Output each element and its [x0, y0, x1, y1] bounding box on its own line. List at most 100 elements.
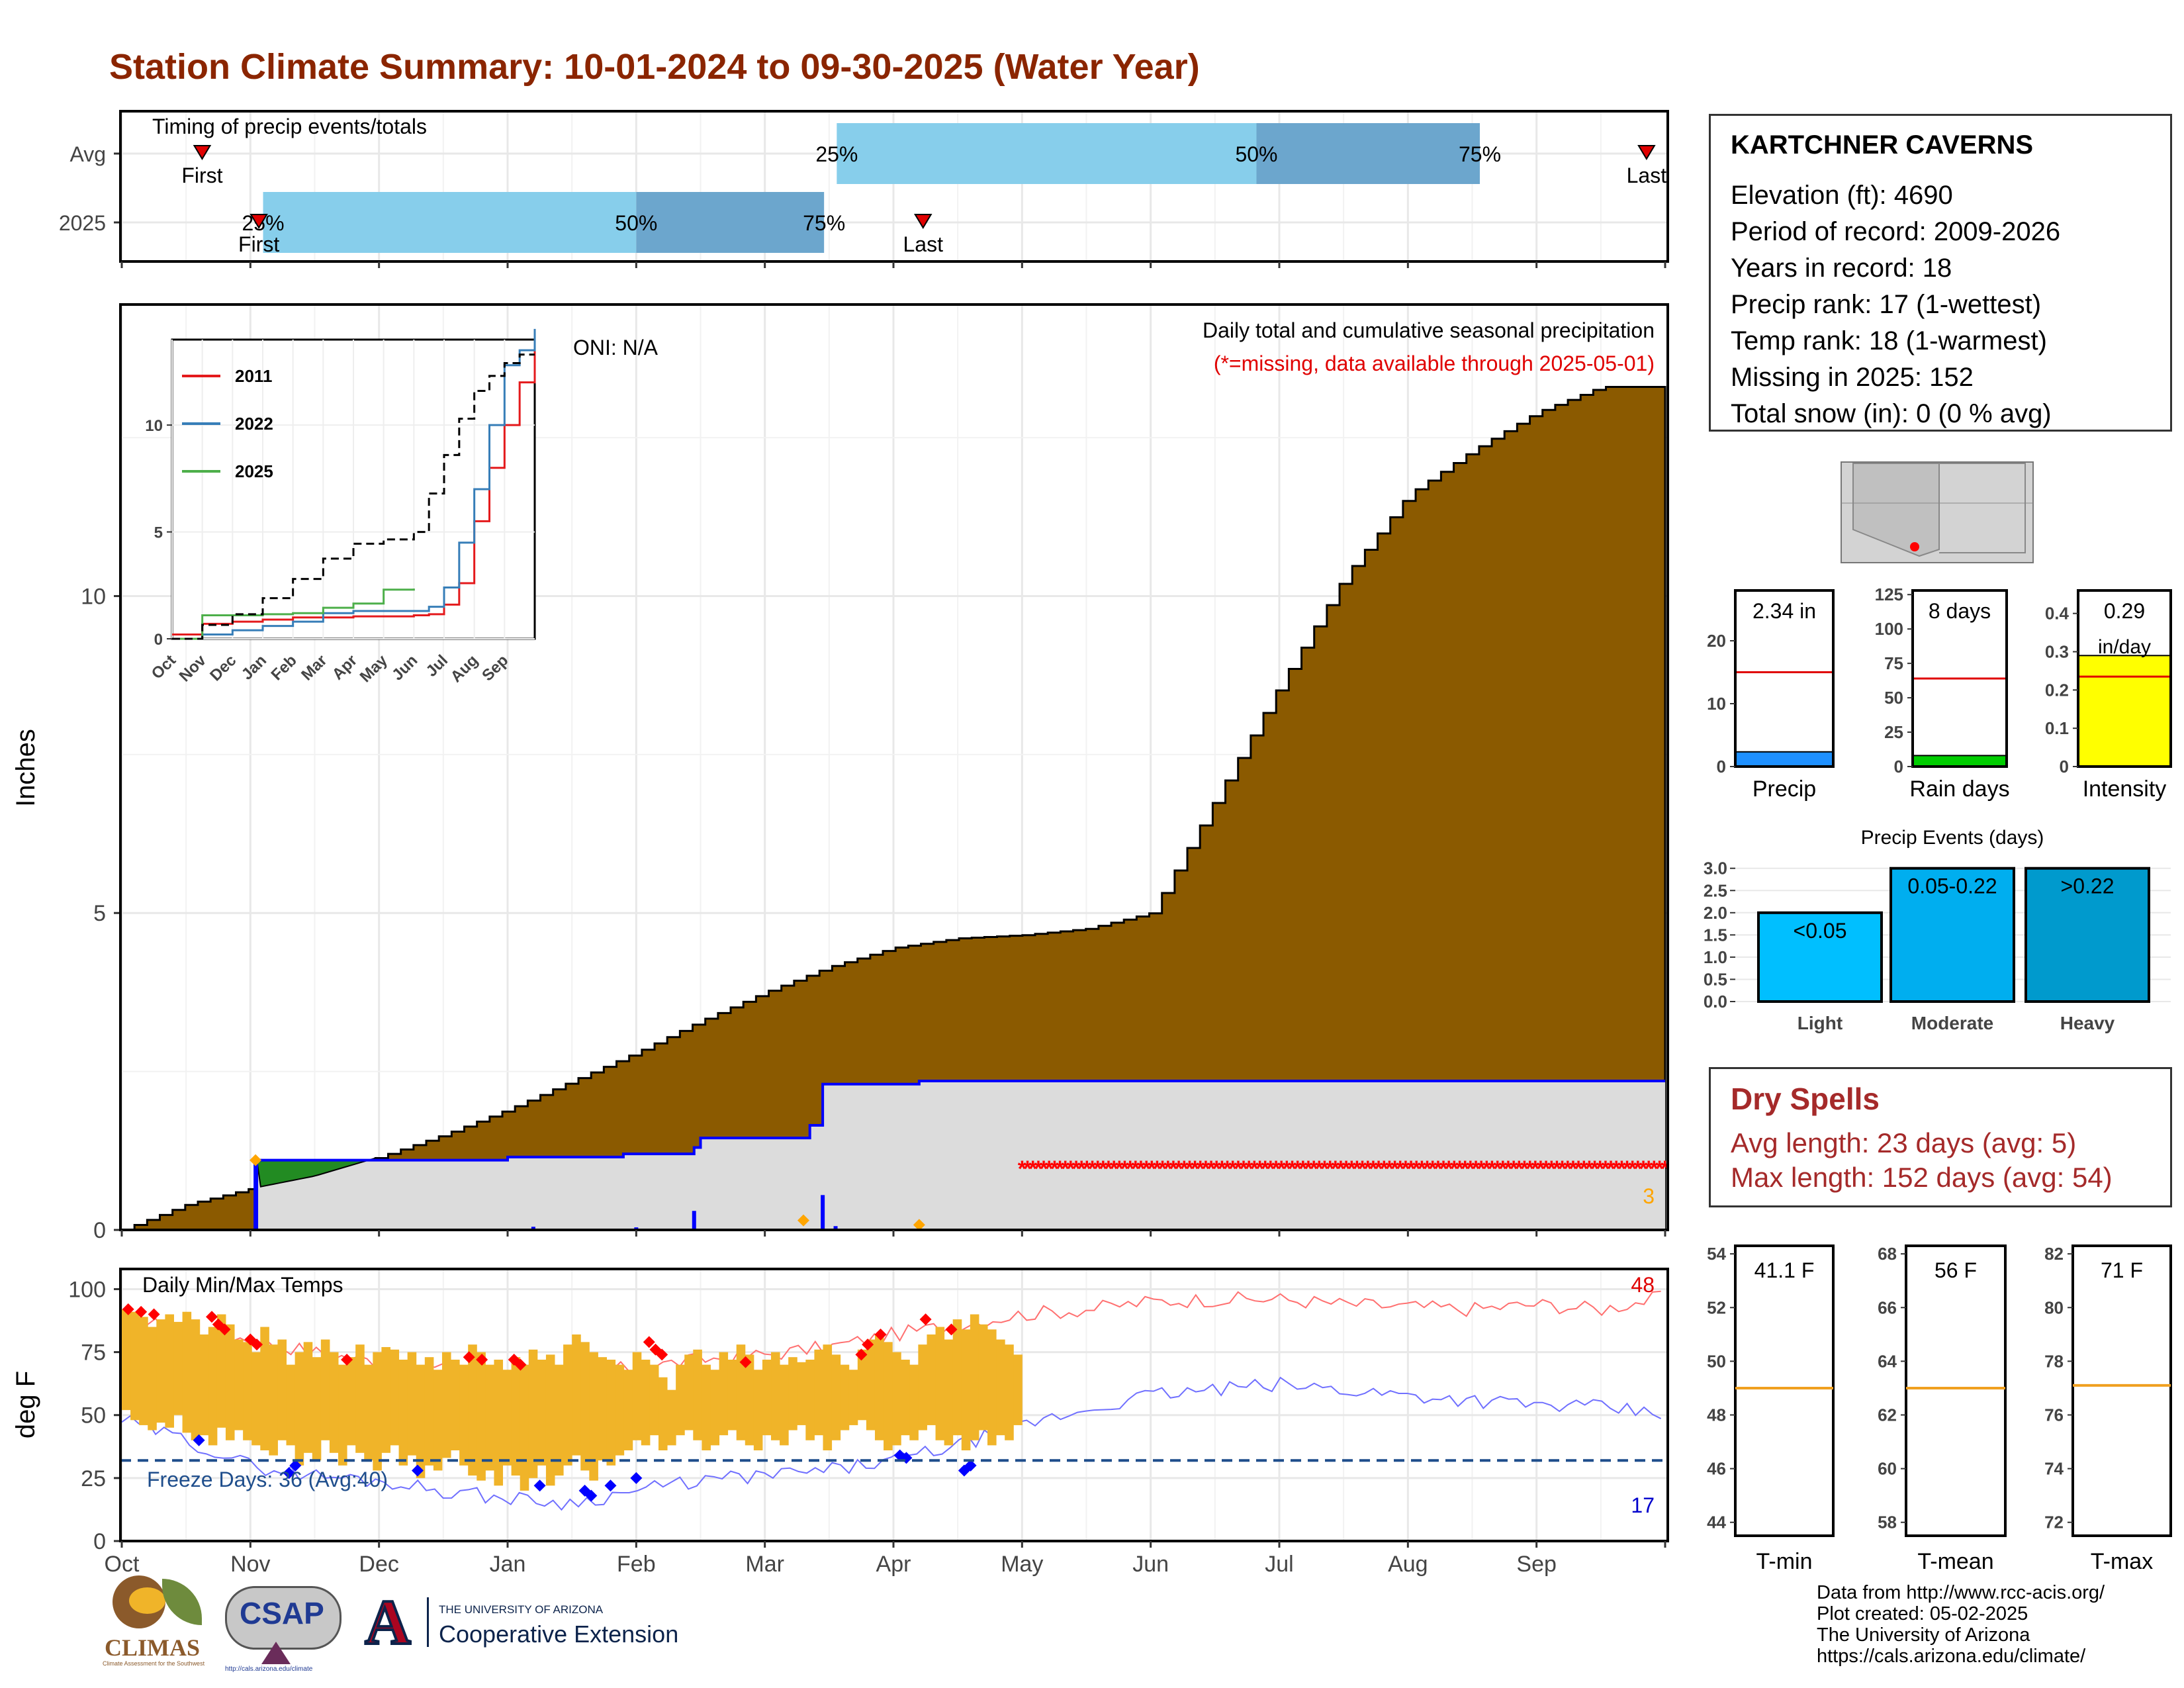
inset-series-avg	[172, 353, 535, 640]
precip-missing-marker: *	[1628, 1156, 1637, 1182]
precip-missing-marker: *	[1369, 1156, 1378, 1182]
temp-daily-range-bar	[814, 1349, 823, 1436]
station-info-line: Missing in 2025: 152	[1731, 363, 1974, 392]
temp-summary-panel: 44 46 48 50 52 54 41.1 F T-min 58 60 62 64 66 68 56 F T…	[1707, 1244, 2172, 1574]
timing-last-marker	[913, 214, 933, 229]
temp-record-low-marker	[585, 1489, 598, 1502]
precip-missing-marker: *	[1623, 1156, 1632, 1182]
climas-subtext: Climate Assessment for the Southwest	[103, 1660, 205, 1667]
station-info-line: Elevation (ft): 4690	[1731, 181, 1953, 210]
precip-missing-marker: *	[1553, 1156, 1562, 1182]
temp-xtick-label: Jan	[490, 1552, 526, 1577]
temp-daily-range-bar	[727, 1360, 737, 1430]
precip-missing-marker: *	[1428, 1156, 1437, 1182]
temp-daily-range-bar	[970, 1314, 979, 1440]
temp-daily-range-bar	[156, 1319, 165, 1423]
temp-xtick-label: Jul	[1265, 1552, 1293, 1577]
temp-daily-range-bar	[848, 1370, 858, 1425]
timing-row-label: Avg	[69, 142, 106, 166]
totals-frame	[2077, 589, 2172, 768]
temp-daily-range-bar	[537, 1360, 547, 1466]
precip-missing-marker: *	[1245, 1156, 1254, 1182]
precip-missing-marker: *	[1342, 1156, 1351, 1182]
temp-daily-range-bar	[857, 1349, 867, 1421]
temp-daily-range-bar	[234, 1339, 244, 1430]
temp-daily-range-bar	[347, 1357, 356, 1446]
precip-2025-cumulative-area	[122, 1080, 1665, 1230]
precip-missing-marker: *	[1466, 1156, 1475, 1182]
temp-daily-range-bar	[173, 1321, 183, 1415]
temp-record-low-count: 17	[1631, 1493, 1655, 1517]
temp-daily-range-bar	[398, 1360, 408, 1466]
precip-ytick-label: 10	[81, 584, 106, 609]
temp-daily-range-bar	[416, 1364, 426, 1478]
precip-missing-marker: *	[1633, 1156, 1643, 1182]
temp-record-high-marker	[148, 1308, 160, 1321]
timing-last-marker	[1637, 145, 1656, 160]
precip-missing-marker: *	[1061, 1156, 1070, 1182]
ua-cooperative-extension-logo[interactable]: A THE UNIVERSITY OF ARIZONA Cooperative …	[361, 1589, 745, 1656]
temp-daily-range-bar	[494, 1360, 504, 1486]
precip-missing-marker: *	[1563, 1156, 1572, 1182]
precip-missing-marker: *	[1645, 1156, 1654, 1182]
temp-record-high-marker	[135, 1305, 148, 1318]
csap-logo[interactable]: CSAP http://cals.arizona.edu/climate	[225, 1581, 344, 1673]
temp-daily-range-bar	[780, 1364, 789, 1446]
events-category-label: Moderate	[1911, 1013, 1993, 1033]
location-map	[1841, 461, 2034, 563]
totals-ytick-label: 125	[1875, 585, 1903, 604]
ua-divider	[427, 1597, 429, 1647]
temp-record-high-marker	[874, 1328, 887, 1340]
events-bar-label: 0.05-0.22	[1907, 874, 1997, 898]
precip-missing-marker: *	[1028, 1156, 1038, 1182]
temp-record-low-marker	[964, 1459, 977, 1472]
timing-label-75: 75%	[1459, 142, 1501, 166]
temp-daily-range-bar	[373, 1352, 382, 1471]
precip-missing-marker: *	[1439, 1156, 1448, 1182]
precip-missing-marker: *	[1158, 1156, 1167, 1182]
climas-logo[interactable]: CLIMAS Climate Assessment for the Southw…	[99, 1575, 215, 1675]
temp-daily-range-bar	[745, 1354, 754, 1446]
totals-ytick-label: 0.1	[2045, 718, 2069, 738]
precip-daily-bar	[253, 1160, 258, 1230]
temp-record-high-marker	[643, 1336, 655, 1348]
tsum-value-label: 71 F	[2101, 1258, 2143, 1282]
tsum-ytick-label: 82	[2044, 1244, 2064, 1264]
totals-bar	[1735, 751, 1834, 768]
temp-daily-range-bar	[927, 1334, 936, 1425]
tsum-ytick-label: 62	[1878, 1405, 1897, 1425]
precip-missing-marker: *	[1050, 1156, 1060, 1182]
temp-freeze-label: Freeze Days: 36 (Avg:40)	[147, 1468, 388, 1491]
temp-daily-range-bar	[606, 1360, 616, 1466]
temp-daily-range-bar	[451, 1360, 460, 1450]
temp-daily-range-bar	[892, 1352, 901, 1446]
totals-frame	[1734, 589, 1835, 768]
temp-ylabel: deg F	[11, 1371, 40, 1438]
inset-series-2025	[172, 588, 415, 640]
temp-daily-range-bar	[528, 1349, 538, 1478]
temp-daily-range-bar	[485, 1364, 494, 1471]
dry-spells-avg: Avg length: 23 days (avg: 5)	[1731, 1127, 2077, 1158]
precip-record-marker	[797, 1214, 809, 1227]
precip-missing-marker: *	[1639, 1156, 1648, 1182]
temp-daily-range-bar	[459, 1364, 469, 1466]
events-category-label: Light	[1797, 1013, 1843, 1033]
timing-label-50: 50%	[615, 211, 657, 235]
precip-missing-marker: *	[1580, 1156, 1589, 1182]
temp-daily-range-bar	[199, 1334, 209, 1436]
temp-daily-range-bar	[182, 1311, 192, 1433]
precip-record-marker	[250, 1154, 262, 1166]
temp-xtick-label: May	[1001, 1552, 1043, 1577]
temp-daily-range-bar	[441, 1352, 451, 1458]
precip-missing-marker: *	[1515, 1156, 1524, 1182]
station-info-box: KARTCHNER CAVERNS Elevation (ft): 4690 P…	[1709, 114, 2172, 432]
tsum-ytick-label: 58	[1878, 1513, 1897, 1532]
inset-ytick-label: 5	[154, 524, 163, 542]
ua-top-text: THE UNIVERSITY OF ARIZONA	[439, 1603, 604, 1616]
precip-missing-marker: *	[1206, 1156, 1216, 1182]
temp-record-low-marker	[604, 1479, 617, 1492]
tsum-frame	[2071, 1244, 2172, 1537]
station-info-line: Total snow (in): 0 (0 % avg)	[1731, 399, 2052, 428]
inset-legend-label: 2025	[235, 461, 273, 481]
totals-category-label: Rain days	[1909, 776, 2009, 802]
